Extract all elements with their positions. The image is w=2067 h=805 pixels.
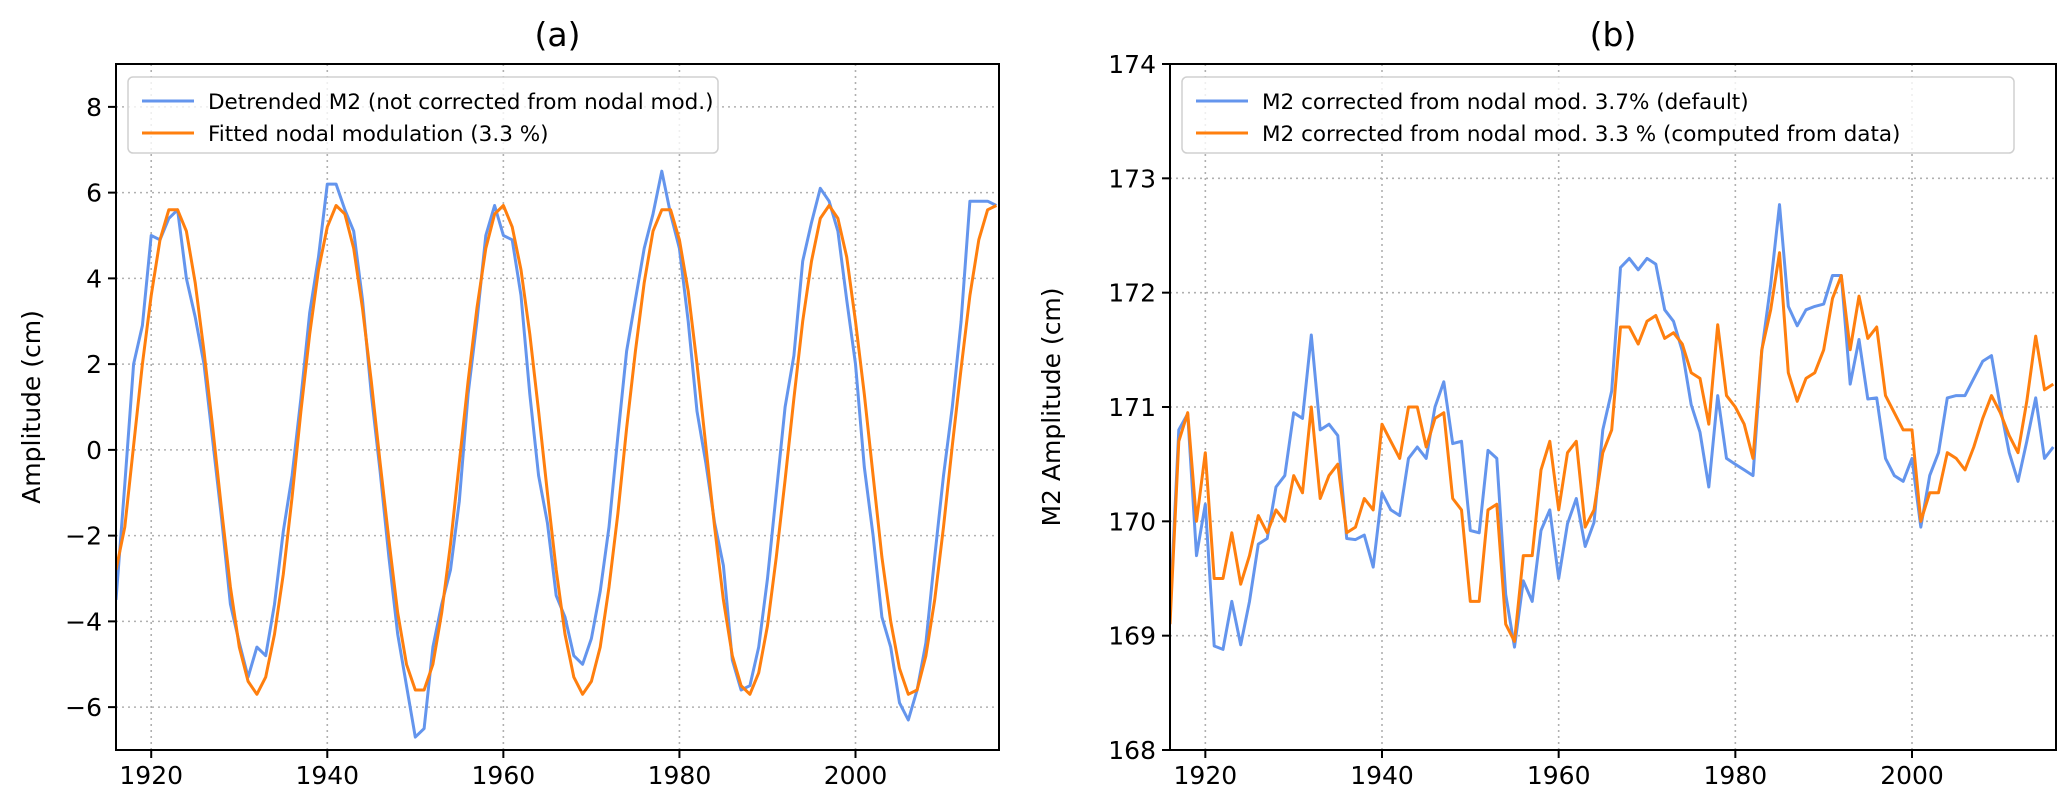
x-tick-label: 1980 [648,761,712,790]
y-tick-label: 4 [86,264,102,293]
x-tick-label: 2000 [824,761,888,790]
y-tick-label: −2 [65,522,102,551]
series-line-orange [116,204,998,696]
legend: Detrended M2 (not corrected from nodal m… [127,76,719,154]
legend-box [1181,76,2015,154]
y-tick-label: 173 [1108,164,1156,193]
y-tick-label: 174 [1108,50,1156,79]
x-tick-label: 1980 [1704,761,1768,790]
y-axis-label: M2 Amplitude (cm) [1037,287,1066,526]
y-tick-label: 8 [86,93,102,122]
y-tick-label: −6 [65,693,102,722]
x-tick-label: 1960 [1527,761,1591,790]
legend-label: Detrended M2 (not corrected from nodal m… [208,90,714,115]
series-line-blue [116,169,998,739]
y-tick-label: 6 [86,179,102,208]
x-tick-label: 1940 [1350,761,1414,790]
y-tick-label: −4 [65,607,102,636]
y-tick-label: 171 [1108,393,1156,422]
plot-frame [1169,63,2057,751]
y-tick-label: 170 [1108,507,1156,536]
y-tick-label: 172 [1108,279,1156,308]
series-line-blue [1170,203,2055,651]
y-tick-label: 169 [1108,622,1156,651]
chart-title: (a) [535,15,581,54]
x-tick-label: 2000 [1880,761,1944,790]
y-tick-label: 0 [86,436,102,465]
panel-b: 1920 1940 1960 1980 2000 168 169 170 171 172 173 17… [1037,15,2057,790]
legend: M2 corrected from nodal mod. 3.7% (defau… [1181,76,2015,154]
legend-label: M2 corrected from nodal mod. 3.3 % (comp… [1262,122,1900,147]
y-axis-label: Amplitude (cm) [17,310,46,504]
legend-box [127,76,719,154]
chart-title: (b) [1590,15,1637,54]
x-tick-label: 1920 [1174,761,1238,790]
y-tick-label: 168 [1108,736,1156,765]
plot-frame [115,63,1000,751]
panel-a: 1920 1940 1960 1980 2000 −6 −4 −2 0 2 4 6 8 (a) Amplit… [17,15,1000,790]
x-tick-label: 1940 [295,761,359,790]
legend-label: M2 corrected from nodal mod. 3.7% (defau… [1262,90,1749,115]
x-tick-label: 1960 [472,761,536,790]
y-tick-label: 2 [86,350,102,379]
series-line-orange [1170,251,2055,643]
legend-label: Fitted nodal modulation (3.3 %) [208,122,549,147]
x-tick-label: 1920 [119,761,183,790]
